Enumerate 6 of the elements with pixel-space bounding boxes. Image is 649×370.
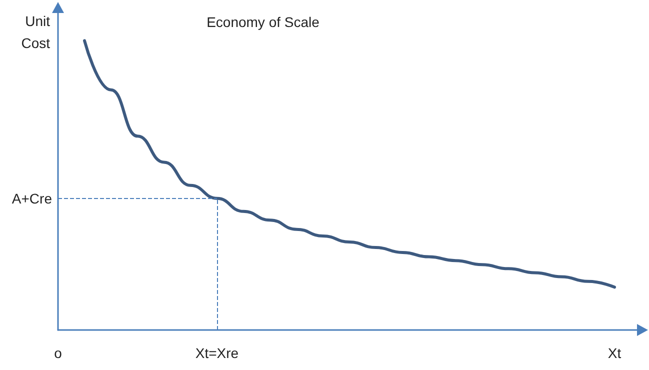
x-tick-label: Xt=Xre (195, 345, 239, 361)
y-axis-title: Unit Cost (21, 13, 50, 51)
x-tick-label: o (54, 345, 62, 361)
ref-line-label: A+Cre (12, 190, 52, 206)
x-tick-label: Xt (608, 345, 622, 361)
chart-title: Economy of Scale (206, 14, 320, 30)
